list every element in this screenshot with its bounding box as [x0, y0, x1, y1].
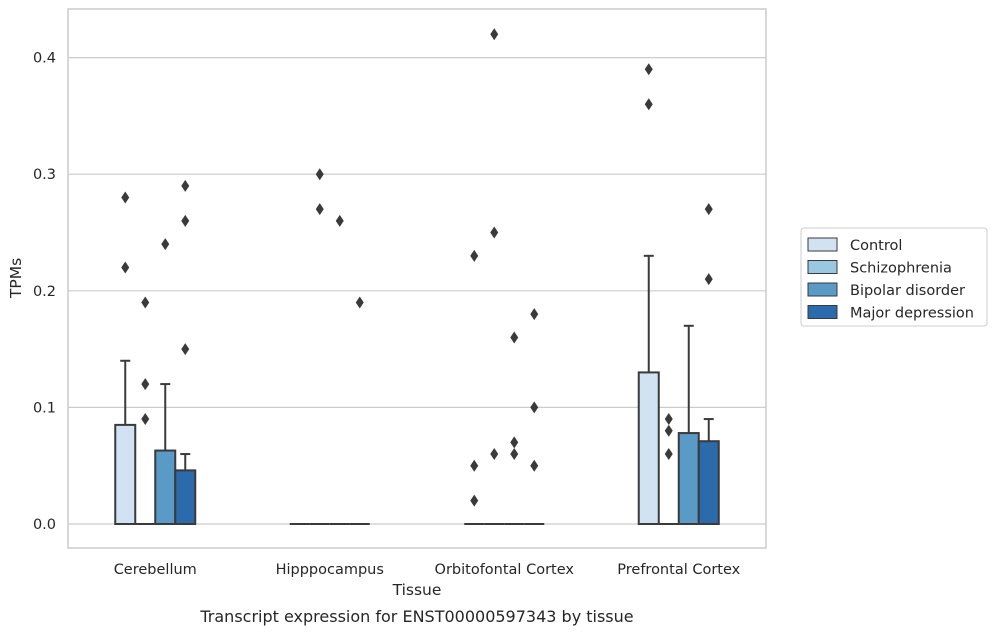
- outlier-point: [704, 273, 713, 286]
- legend-label: Major depression: [850, 306, 974, 322]
- legend: Control Schizophrenia Bipolar disorder Majo…: [800, 227, 988, 327]
- outlier-point: [470, 459, 479, 472]
- legend-items: Control Schizophrenia Bipolar disorder Majo…: [807, 237, 974, 322]
- outlier-point: [141, 413, 150, 426]
- outlier-point: [644, 98, 653, 111]
- y-axis-label: TPMs: [7, 258, 25, 299]
- bar: [174, 469, 197, 526]
- outlier-point: [181, 343, 190, 356]
- legend-frame: [800, 227, 988, 327]
- outlier-point: [664, 424, 673, 437]
- outlier-point: [704, 203, 713, 216]
- plot-frame: [67, 8, 767, 549]
- outlier-point: [121, 191, 130, 204]
- x-axis-label: Tissue: [392, 581, 442, 599]
- x-tick-labels: Cerebellum Hipppocampus Orbitofontal Corte…: [114, 562, 741, 578]
- y-tick-label: 0.1: [33, 400, 56, 416]
- outlier-point: [490, 448, 499, 461]
- outlier-point: [530, 308, 539, 321]
- outlier-point: [161, 238, 170, 251]
- bar: [637, 371, 660, 526]
- outlier-point: [644, 63, 653, 76]
- y-tick-label: 0.4: [33, 51, 56, 67]
- outlier-point: [335, 214, 344, 227]
- x-tick-label: Hipppocampus: [276, 562, 384, 578]
- legend-swatch: [807, 237, 838, 252]
- x-tick-label: Prefrontal Cortex: [617, 562, 740, 578]
- bar: [154, 449, 177, 525]
- outlier-point: [664, 413, 673, 426]
- outlier-point: [355, 296, 364, 309]
- bar: [677, 432, 700, 525]
- bar-layer: [114, 254, 720, 526]
- legend-label: Control: [850, 238, 902, 254]
- y-tick-label: 0.2: [33, 284, 56, 300]
- outlier-point: [530, 401, 539, 414]
- y-tick-labels: 0.0 0.1 0.2 0.3 0.4: [33, 51, 56, 533]
- bar: [697, 440, 720, 525]
- outlier-point: [141, 296, 150, 309]
- outlier-point: [315, 203, 324, 216]
- outlier-point: [530, 459, 539, 472]
- legend-label: Schizophrenia: [850, 261, 952, 277]
- outlier-point: [470, 494, 479, 507]
- outlier-layer: [121, 28, 713, 507]
- outlier-point: [664, 448, 673, 461]
- y-tick-label: 0.3: [33, 167, 56, 183]
- outlier-point: [490, 28, 499, 41]
- x-tick-label: Orbitofontal Cortex: [435, 562, 575, 578]
- outlier-point: [315, 168, 324, 181]
- outlier-point: [510, 331, 519, 344]
- x-tick-label: Cerebellum: [114, 562, 197, 578]
- outlier-point: [181, 179, 190, 192]
- legend-swatch: [807, 260, 838, 274]
- outlier-point: [141, 378, 150, 391]
- legend-label: Bipolar disorder: [850, 283, 965, 299]
- outlier-point: [181, 214, 190, 227]
- y-tick-label: 0.0: [33, 517, 56, 533]
- outlier-point: [490, 226, 499, 239]
- outlier-point: [121, 261, 130, 274]
- chart-caption: Transcript expression for ENST0000059734…: [199, 607, 633, 626]
- outlier-point: [510, 436, 519, 449]
- legend-swatch: [807, 305, 838, 319]
- bar: [114, 423, 137, 526]
- legend-swatch: [807, 282, 838, 297]
- outlier-point: [510, 448, 519, 461]
- outlier-point: [470, 249, 479, 262]
